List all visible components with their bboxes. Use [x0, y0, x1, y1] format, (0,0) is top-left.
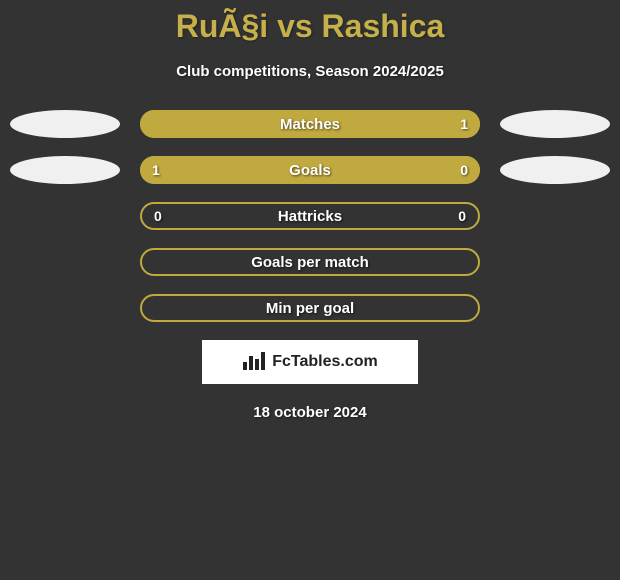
bar-chart-icon	[242, 350, 272, 375]
stat-row: Goals1 0	[0, 156, 620, 184]
stats-rows: Matches1Goals10Hattricks00Goals per matc…	[0, 110, 620, 322]
player-ellipse-right	[500, 156, 610, 184]
stat-bar: Matches1	[140, 110, 480, 138]
page-title: RuÃ§i vs Rashica	[0, 0, 620, 45]
logo-box[interactable]: FcTables.com	[202, 340, 418, 384]
player-ellipse-right	[500, 110, 610, 138]
stat-value-right: 1	[460, 116, 468, 132]
stat-label: Goals	[140, 162, 480, 179]
stat-value-left: 1	[152, 162, 160, 178]
player-ellipse-left	[10, 156, 120, 184]
stat-label: Hattricks	[142, 208, 478, 225]
stat-bar: Goals per match	[140, 248, 480, 276]
stat-bar: Goals1 0	[140, 156, 480, 184]
stat-value-left: 0	[154, 208, 162, 224]
stat-label: Min per goal	[142, 300, 478, 317]
stat-value-right: 0	[460, 162, 468, 178]
player-ellipse-left	[10, 110, 120, 138]
stat-row: Hattricks0 0	[0, 202, 620, 230]
stat-row: Matches1	[0, 110, 620, 138]
stat-label: Matches	[140, 116, 480, 133]
stat-row: Goals per match	[0, 248, 620, 276]
stat-label: Goals per match	[142, 254, 478, 271]
date-text: 18 october 2024	[0, 404, 620, 421]
stat-value-right: 0	[458, 208, 466, 224]
logo-text: FcTables.com	[272, 353, 378, 371]
subtitle: Club competitions, Season 2024/2025	[0, 63, 620, 80]
stat-bar: Hattricks0 0	[140, 202, 480, 230]
stat-bar: Min per goal	[140, 294, 480, 322]
stat-row: Min per goal	[0, 294, 620, 322]
